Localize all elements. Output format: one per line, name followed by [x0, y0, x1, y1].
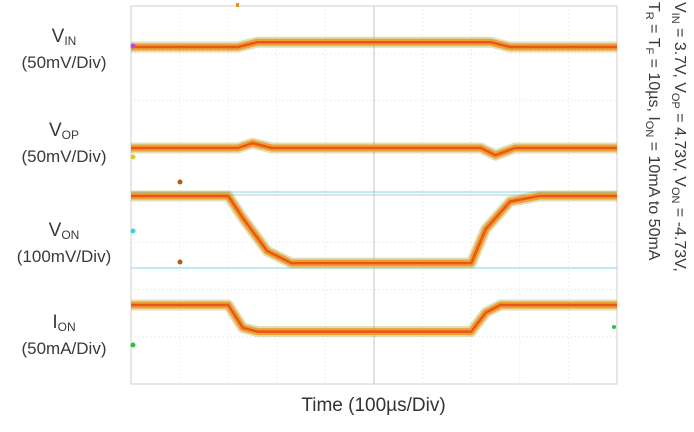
von-label: VON (100mV/Div) [0, 220, 128, 267]
channel-markers [130, 3, 616, 348]
test-conditions: VIN = 3.7V, VOP = 4.73V, VON = -4.73V, T… [616, 2, 690, 382]
traces [131, 36, 617, 338]
von-channel-marker [130, 228, 136, 234]
von-trace [131, 194, 617, 265]
ion-channel-marker [130, 342, 136, 348]
vop-trace [131, 141, 617, 157]
vin-scale: (50mV/Div) [21, 53, 107, 72]
cursor-marker-upper [177, 179, 183, 185]
x-axis-label: Time (100µs/Div) [301, 395, 446, 416]
cursor-lines [131, 191, 617, 269]
ion-reference-marker [612, 325, 616, 329]
ion-trace [131, 303, 617, 333]
cursor-marker-lower [177, 259, 183, 265]
conditions-line-2: TR = TF = 10µs, ION = 10mA to 50mA [643, 2, 662, 261]
vin-trace [131, 40, 617, 49]
conditions-line-1: VIN = 3.7V, VOP = 4.73V, VON = -4.73V, [669, 2, 688, 272]
von-scale: (100mV/Div) [16, 247, 112, 266]
vop-channel-marker [130, 154, 136, 160]
trigger-marker [236, 3, 239, 7]
ion-scale: (50mA/Div) [21, 339, 107, 358]
ion-label: ION (50mA/Div) [2, 312, 126, 359]
vin-channel-marker [130, 43, 136, 49]
vop-scale: (50mV/Div) [21, 147, 107, 166]
vin-label: VIN (50mV/Div) [2, 26, 126, 73]
vop-label: VOP (50mV/Div) [2, 120, 126, 167]
